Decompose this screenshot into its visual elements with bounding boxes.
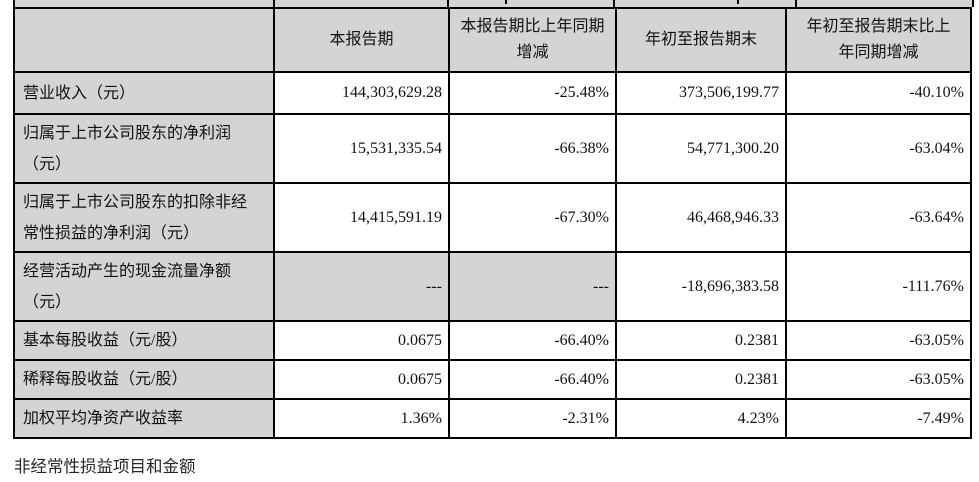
row-label: 加权平均净资产收益率 (13, 398, 275, 439)
table-row-operating-cash-flow: 经营活动产生的现金流量净额 （元） --- --- -18,696,383.58… (13, 251, 972, 322)
column-header-current-period: 本报告期 (273, 7, 450, 73)
row-label: 经营活动产生的现金流量净额 （元） (13, 251, 275, 322)
table-gridline (447, 0, 449, 7)
column-header-current-period-yoy: 本报告期比上年同期 增减 (448, 7, 617, 73)
row-label: 稀释每股收益（元/股） (13, 359, 275, 400)
value-cell: -40.10% (785, 71, 972, 115)
value-cell: -18,696,383.58 (615, 251, 787, 322)
value-cell: 0.0675 (273, 320, 450, 361)
value-cell: -2.31% (448, 398, 617, 439)
value-cell: --- (273, 251, 450, 322)
table-row-basic-eps: 基本每股收益（元/股） 0.0675 -66.40% 0.2381 -63.05… (13, 320, 972, 361)
value-cell: -63.64% (785, 182, 972, 253)
value-cell: --- (448, 251, 617, 322)
value-cell: 1.36% (273, 398, 450, 439)
value-cell: -111.76% (785, 251, 972, 322)
value-cell: 0.2381 (615, 320, 787, 361)
row-label: 归属于上市公司股东的净利润 （元） (13, 113, 275, 184)
value-cell: -25.48% (448, 71, 617, 115)
value-cell: -66.40% (448, 320, 617, 361)
value-cell: 0.0675 (273, 359, 450, 400)
section-title-nonrecurring-items: 非经常性损益项目和金额 (14, 457, 196, 476)
row-label: 基本每股收益（元/股） (13, 320, 275, 361)
column-header-ytd: 年初至报告期末 (615, 7, 787, 73)
value-cell: 0.2381 (615, 359, 787, 400)
table-row-net-profit: 归属于上市公司股东的净利润 （元） 15,531,335.54 -66.38% … (13, 113, 972, 184)
value-cell: 15,531,335.54 (273, 113, 450, 184)
value-cell: -67.30% (448, 182, 617, 253)
table-gridline (737, 0, 739, 4)
value-cell: -7.49% (785, 398, 972, 439)
previous-table-row-fragment (13, 0, 974, 7)
value-cell: 46,468,946.33 (615, 182, 787, 253)
table-header-row: 本报告期 本报告期比上年同期 增减 年初至报告期末 年初至报告期末比上 年同期增… (13, 7, 972, 73)
table-row-weighted-avg-roe: 加权平均净资产收益率 1.36% -2.31% 4.23% -7.49% (13, 398, 972, 439)
table-gridline (273, 0, 275, 7)
table-gridline (505, 0, 507, 4)
table-row-revenue: 营业收入（元） 144,303,629.28 -25.48% 373,506,1… (13, 71, 972, 115)
column-header-empty (13, 7, 275, 73)
value-cell: 373,506,199.77 (615, 71, 787, 115)
row-label: 营业收入（元） (13, 71, 275, 115)
value-cell: 144,303,629.28 (273, 71, 450, 115)
value-cell: -66.40% (448, 359, 617, 400)
value-cell: -63.05% (785, 359, 972, 400)
table-gridline (795, 0, 797, 7)
table-gridline (613, 0, 615, 7)
value-cell: -63.04% (785, 113, 972, 184)
value-cell: -66.38% (448, 113, 617, 184)
table-row-diluted-eps: 稀释每股收益（元/股） 0.0675 -66.40% 0.2381 -63.05… (13, 359, 972, 400)
column-header-ytd-yoy: 年初至报告期末比上 年同期增减 (785, 7, 972, 73)
value-cell: 14,415,591.19 (273, 182, 450, 253)
value-cell: -63.05% (785, 320, 972, 361)
financial-summary-table: 本报告期 本报告期比上年同期 增减 年初至报告期末 年初至报告期末比上 年同期增… (13, 7, 972, 439)
value-cell: 4.23% (615, 398, 787, 439)
value-cell: 54,771,300.20 (615, 113, 787, 184)
row-label: 归属于上市公司股东的扣除非经 常性损益的净利润（元） (13, 182, 275, 253)
table-row-net-profit-excl-nonrecurring: 归属于上市公司股东的扣除非经 常性损益的净利润（元） 14,415,591.19… (13, 182, 972, 253)
